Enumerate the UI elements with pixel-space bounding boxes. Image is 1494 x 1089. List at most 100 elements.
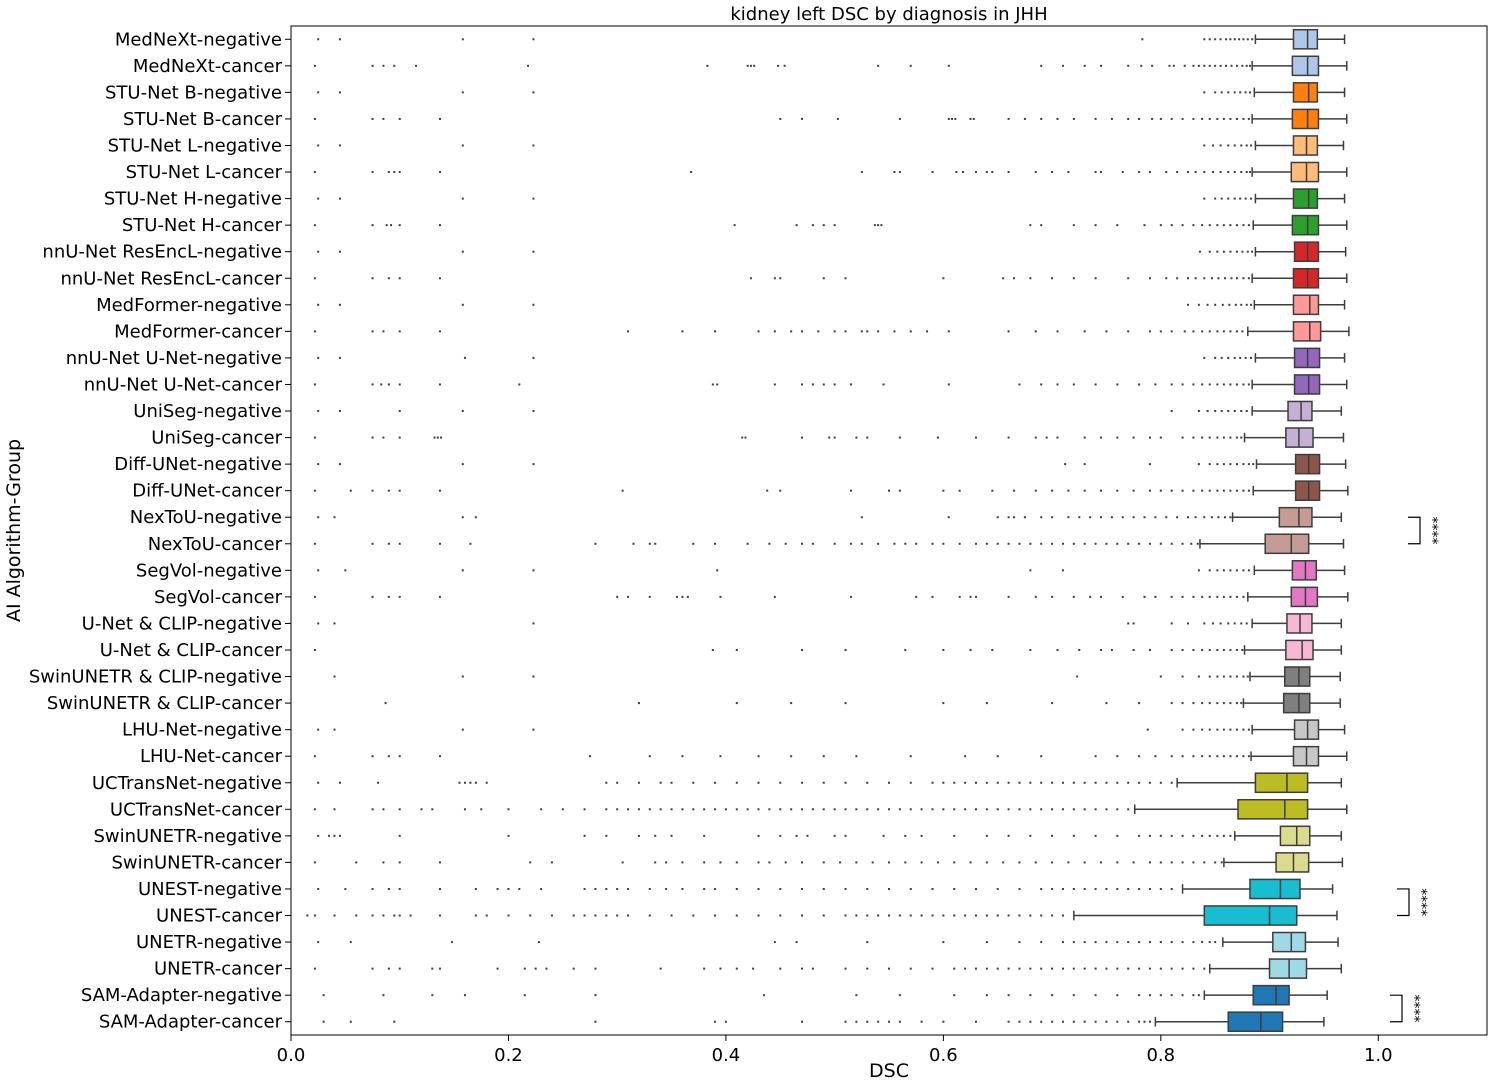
outlier-point (888, 1020, 890, 1023)
y-tick-label: SwinUNETR & CLIP-negative (29, 667, 282, 688)
outlier-point (384, 702, 387, 705)
y-tick-label: U-Net & CLIP-cancer (100, 640, 283, 661)
outlier-point (942, 941, 945, 944)
outlier-point (387, 383, 390, 386)
outlier-point (1192, 755, 1195, 758)
outlier-point (822, 781, 825, 784)
outlier-point (1210, 277, 1213, 280)
outlier-point (474, 516, 477, 519)
outlier-point (1127, 808, 1130, 811)
outlier-point (1100, 516, 1103, 519)
outlier-point (1040, 1020, 1043, 1023)
y-tick-label: UNETR-negative (136, 932, 282, 953)
outlier-point (637, 702, 640, 705)
outlier-point (371, 277, 374, 280)
outliers-lhu-net-negative (317, 728, 1250, 731)
outlier-point (909, 781, 912, 784)
significance-bracket: **** (1390, 994, 1422, 1022)
outlier-point (1201, 436, 1204, 439)
outlier-point (1230, 64, 1233, 67)
outliers-unest-negative (317, 887, 1173, 890)
outlier-point (654, 834, 657, 837)
outlier-point (306, 914, 309, 917)
outlier-point (313, 595, 316, 598)
outlier-point (811, 967, 814, 970)
outlier-point (659, 967, 662, 970)
outlier-point (382, 861, 385, 864)
outlier-point (387, 755, 390, 758)
outlier-point (387, 542, 390, 545)
outlier-point (438, 117, 441, 120)
outlier-point (1244, 91, 1247, 94)
outlier-point (616, 887, 619, 890)
outlier-point (371, 383, 374, 386)
outlier-point (1216, 755, 1219, 758)
outlier-point (1235, 330, 1238, 333)
outlier-point (1094, 1020, 1097, 1023)
outlier-point (714, 542, 717, 545)
outlier-point (735, 648, 738, 651)
y-tick-label: MedNeXt-negative (115, 29, 282, 50)
outlier-point (382, 914, 385, 917)
outlier-point (1094, 994, 1097, 997)
outlier-point (1094, 941, 1097, 944)
outlier-point (822, 861, 825, 864)
outlier-point (947, 330, 950, 333)
outlier-point (1212, 144, 1215, 147)
outlier-point (480, 808, 483, 811)
outlier-point (1242, 463, 1245, 466)
outlier-point (1214, 197, 1217, 200)
outlier-point (398, 755, 401, 758)
outlier-point (931, 595, 934, 598)
outlier-point (540, 887, 543, 890)
outlier-point (920, 914, 923, 917)
outlier-point (1056, 436, 1059, 439)
outlier-point (1170, 224, 1173, 227)
outlier-point (589, 755, 591, 758)
outlier-point (333, 622, 336, 625)
outlier-point (1159, 675, 1162, 678)
outlier-point (594, 1020, 597, 1023)
outlier-point (438, 861, 441, 864)
box-nnu-net-u-net-cancer (1251, 374, 1348, 395)
outlier-point (317, 781, 320, 784)
outliers-stu-net-b-cancer (313, 117, 1250, 120)
box-medformer-negative (1253, 294, 1346, 316)
outliers-stu-net-l-cancer (313, 171, 1251, 174)
outlier-point (888, 967, 890, 970)
outlier-point (659, 781, 662, 784)
outlier-point (338, 356, 341, 359)
box-u-net-clip-negative (1251, 613, 1343, 634)
box-sam-adapter-negative (1203, 984, 1328, 1006)
outlier-point (1061, 781, 1064, 784)
outlier-point (964, 914, 967, 917)
outlier-point (866, 330, 869, 333)
outlier-point (1148, 463, 1151, 466)
outlier-point (1241, 648, 1244, 651)
outlier-point (1116, 941, 1119, 944)
outlier-point (1219, 38, 1222, 41)
box-sam-adapter-cancer (1154, 1011, 1325, 1033)
outlier-point (1216, 595, 1219, 598)
outlier-point (1170, 648, 1173, 651)
outlier-point (1148, 1020, 1151, 1023)
box-stu-net-b-cancer (1251, 108, 1348, 130)
outlier-point (931, 887, 934, 890)
outlier-point (1083, 64, 1086, 67)
outlier-point (1159, 941, 1162, 944)
outlier-point (1247, 383, 1250, 386)
outlier-point (1116, 542, 1119, 545)
box-iqr (1291, 214, 1320, 236)
outlier-point (1061, 967, 1064, 970)
box-iqr (1293, 374, 1321, 395)
y-tick-label: SwinUNETR-cancer (111, 852, 282, 873)
y-tick-label: STU-Net B-negative (105, 82, 282, 103)
outlier-point (1083, 542, 1086, 545)
outlier-point (1159, 967, 1162, 970)
outlier-point (888, 914, 890, 917)
box-iqr (1292, 294, 1320, 316)
outlier-point (1181, 648, 1184, 651)
outlier-point (1235, 702, 1238, 705)
outlier-point (1154, 595, 1157, 598)
box-swinunetr-negative (1234, 825, 1343, 847)
